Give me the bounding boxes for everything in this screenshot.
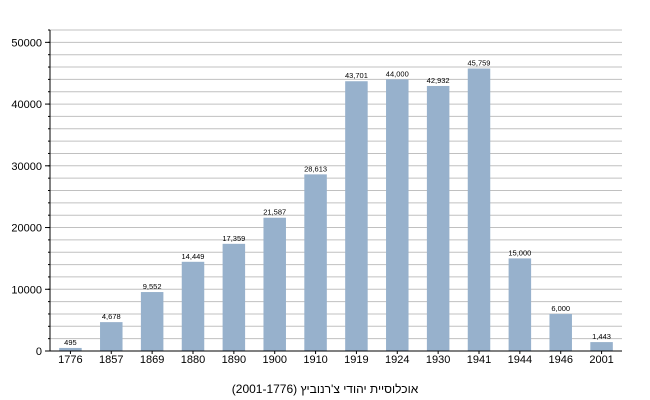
x-tick-label: 1890 — [222, 354, 246, 366]
y-tick-label: 30000 — [11, 161, 42, 173]
bar — [345, 81, 368, 352]
bar — [508, 258, 532, 351]
x-tick-label: 1924 — [385, 354, 409, 366]
x-tick-label: 1930 — [426, 354, 450, 366]
bar — [263, 217, 286, 351]
data-label: 44,000 — [386, 69, 409, 78]
bar — [386, 79, 409, 351]
bar — [590, 342, 613, 351]
y-axis-ticks: 0 10000 20000 30000 40000 50000 — [11, 29, 50, 358]
data-label: 42,932 — [427, 76, 450, 85]
bar — [100, 322, 123, 351]
bar — [426, 85, 450, 351]
y-tick-label: 40000 — [11, 99, 42, 111]
bar-chart: 495 4,678 9,552 14,449 17,359 21,587 28,613 43,… — [11, 29, 622, 366]
bar — [59, 347, 82, 351]
gridlines — [50, 29, 622, 340]
x-tick-label: 1919 — [344, 354, 368, 366]
bar — [181, 261, 205, 351]
data-label: 495 — [64, 338, 77, 347]
data-label: 14,449 — [182, 252, 205, 261]
x-tick-label: 1941 — [467, 354, 491, 366]
data-label: 17,359 — [222, 234, 245, 243]
data-label: 45,759 — [468, 59, 491, 68]
x-tick-label: 1946 — [548, 354, 572, 366]
data-label: 28,613 — [304, 164, 327, 173]
x-tick-label: 1869 — [140, 354, 164, 366]
y-tick-label: 0 — [36, 346, 42, 358]
bar — [304, 174, 327, 351]
bar — [467, 68, 491, 351]
x-tick-label: 1910 — [303, 354, 327, 366]
bar — [549, 313, 572, 351]
data-label: 4,678 — [102, 312, 121, 321]
x-tick-label: 1944 — [508, 354, 532, 366]
bar — [222, 243, 246, 351]
y-tick-label: 50000 — [11, 37, 42, 49]
x-tick-label: 2001 — [589, 354, 613, 366]
chart-title: אוכלוסיית יהודי צ'רנוביץ (2001-1776) — [231, 382, 419, 396]
data-label: 43,701 — [345, 71, 368, 80]
x-axis-ticks: 1776 1857 1869 1880 1890 1900 1910 1919 1924 1930… — [58, 351, 614, 366]
x-tick-label: 1880 — [181, 354, 205, 366]
x-tick-label: 1776 — [58, 354, 82, 366]
data-label: 15,000 — [508, 248, 531, 257]
data-label: 21,587 — [263, 208, 286, 217]
bar-labels: 495 4,678 9,552 14,449 17,359 21,587 28,613 43,… — [64, 59, 611, 347]
bars — [59, 68, 613, 352]
data-label: 1,443 — [592, 332, 611, 341]
x-tick-label: 1900 — [262, 354, 286, 366]
data-label: 9,552 — [143, 282, 162, 291]
y-tick-label: 20000 — [11, 223, 42, 235]
y-tick-label: 10000 — [11, 284, 42, 296]
bar — [140, 292, 164, 351]
data-label: 6,000 — [551, 304, 570, 313]
x-tick-label: 1857 — [99, 354, 123, 366]
